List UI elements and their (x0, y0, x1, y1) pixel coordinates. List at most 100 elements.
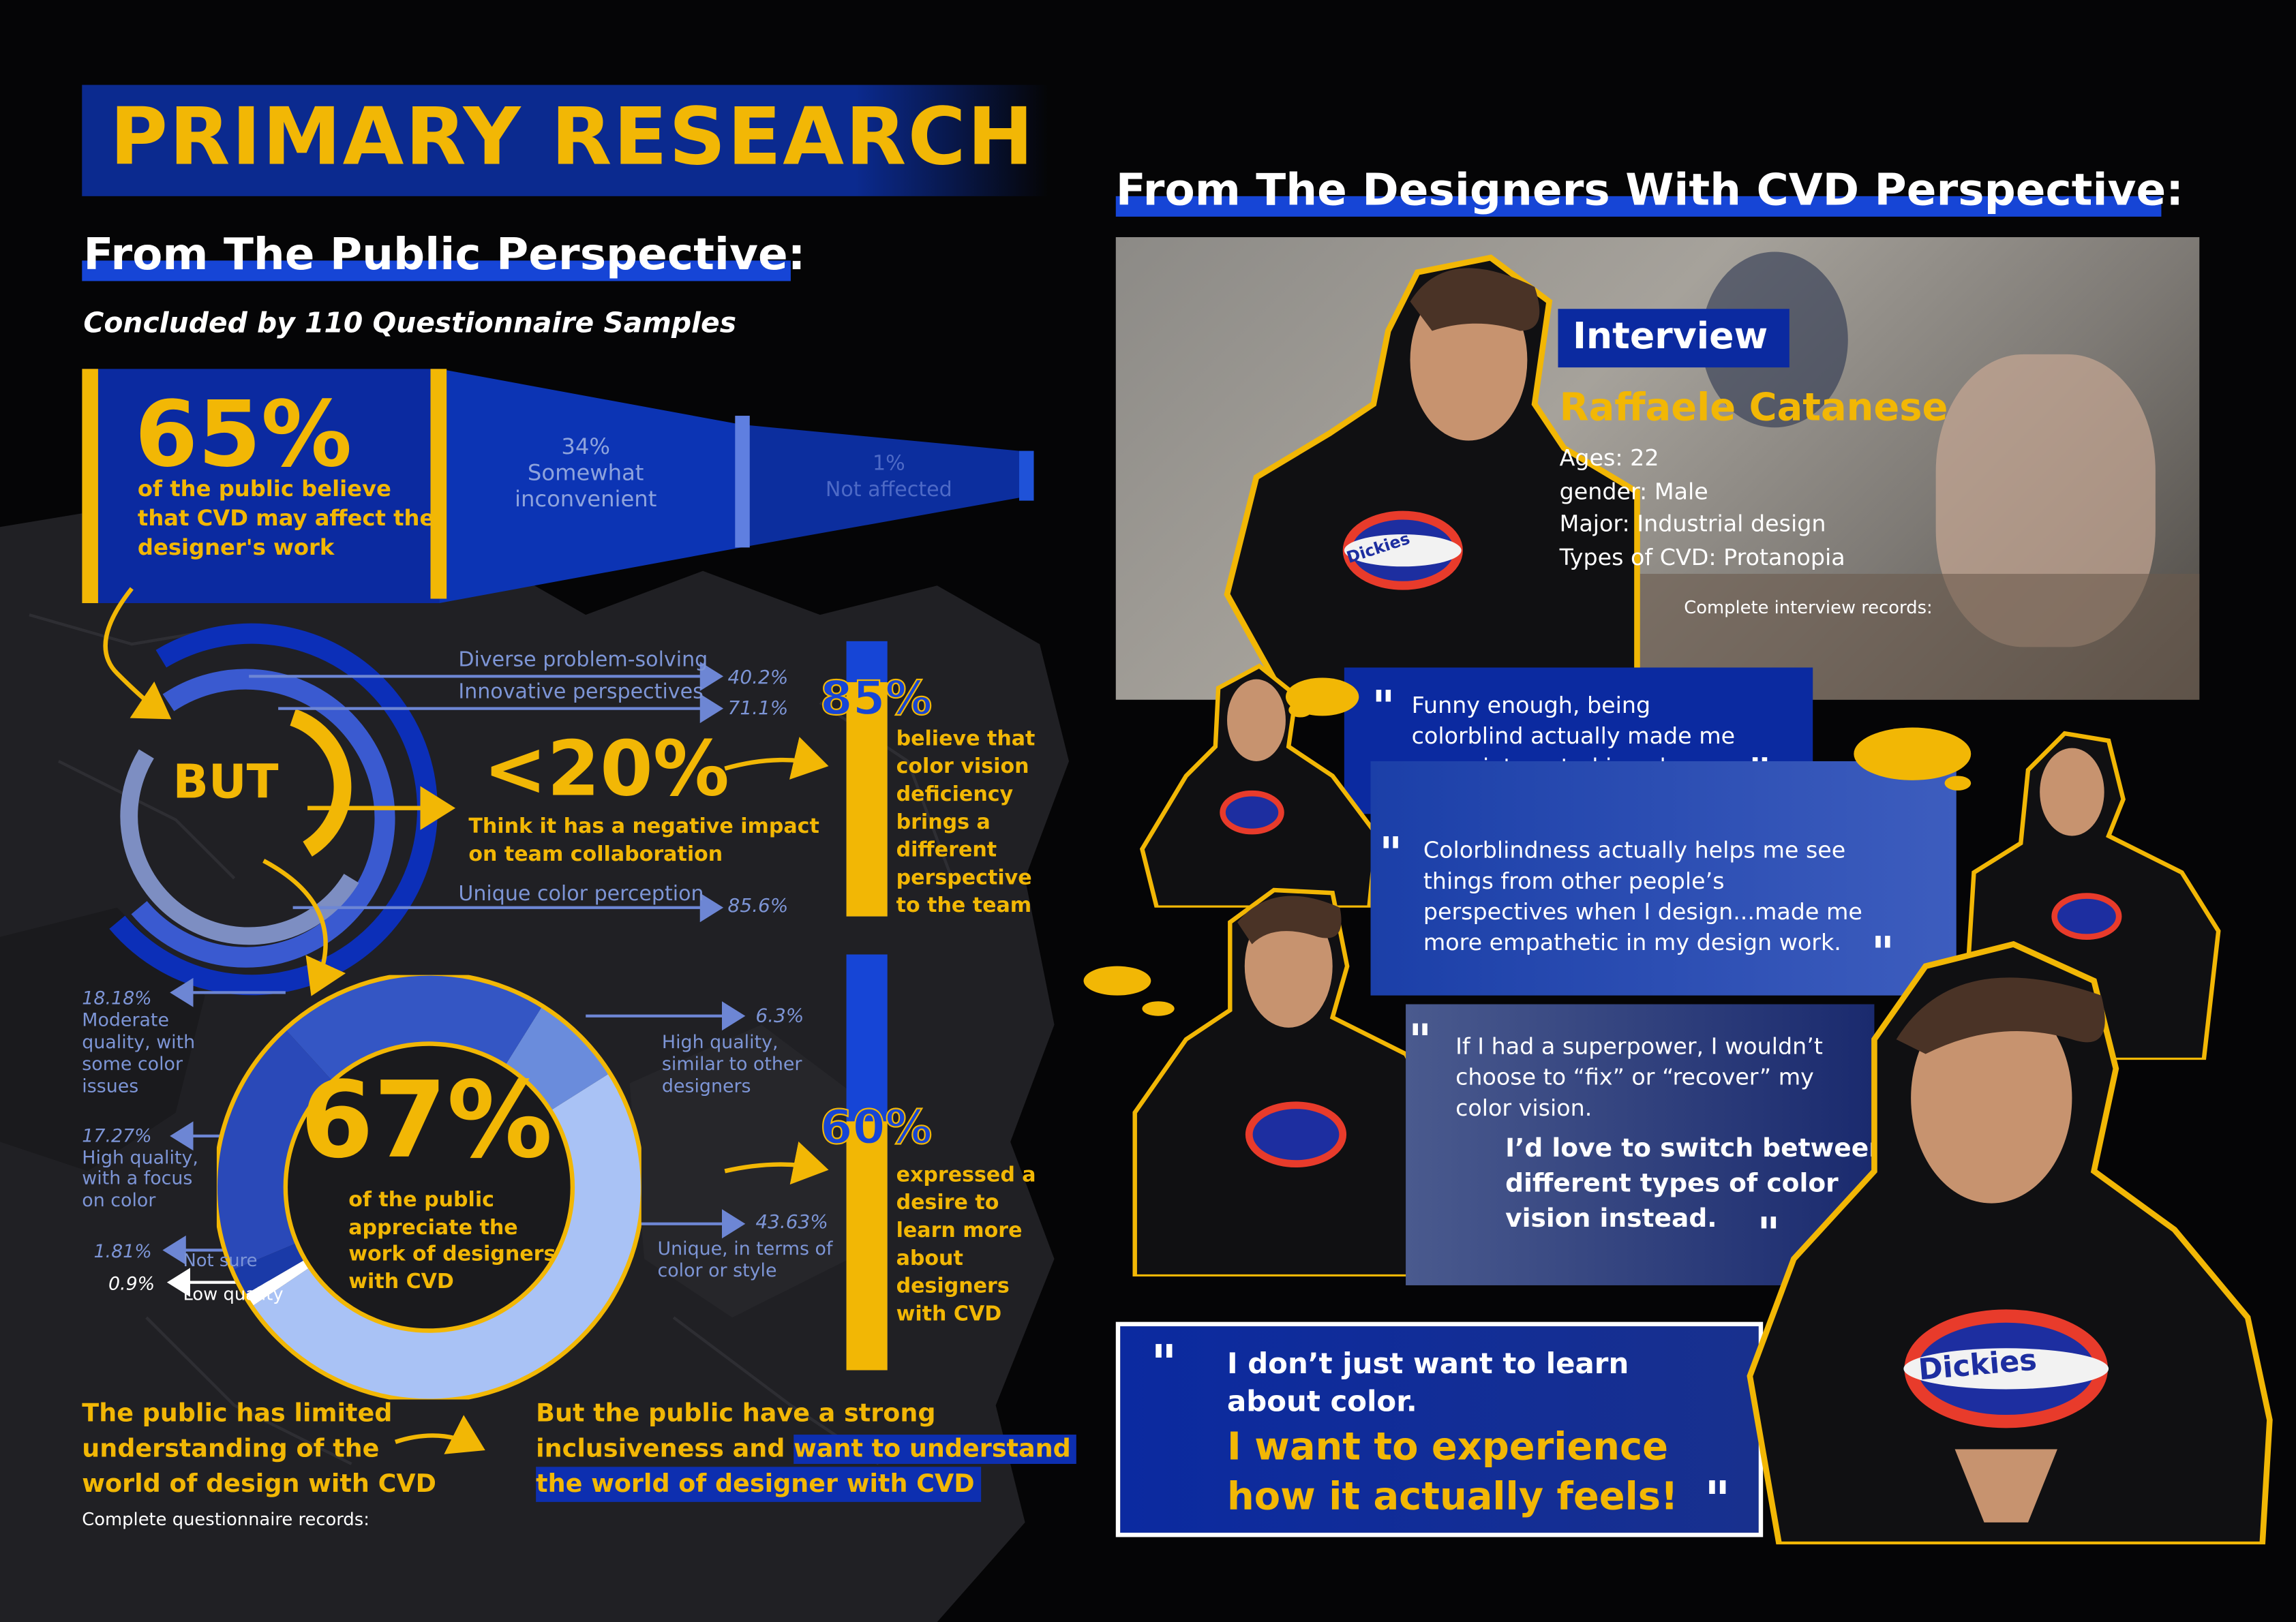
thought-bubble-dot (1288, 703, 1312, 718)
lt20-pct: <20% (483, 726, 729, 814)
close-quote-icon: " (1704, 1471, 1731, 1530)
heading-underline (82, 260, 791, 281)
conclusion-right: But the public have a strong inclusivene… (536, 1396, 1077, 1502)
donut-slice (286, 975, 542, 1081)
public-bar85-line: different (896, 838, 997, 863)
donut-pct: 67% (300, 1058, 553, 1182)
public-bar60-line: expressed a (896, 1163, 1036, 1188)
bar85-desc: believe that color vision deficiency brings… (896, 726, 1036, 921)
funnel-divider-end (735, 416, 750, 548)
quote4-emphasis: I want to experience how it actually fee… (1227, 1426, 1678, 1520)
ring-yellow-arc (290, 709, 352, 857)
donut-slice (245, 1259, 309, 1306)
donut-desc: of the public appreciate the work of des… (348, 1189, 556, 1294)
legend-low-label: Low quality (183, 1283, 284, 1304)
donut-slice (216, 1030, 332, 1270)
public-bar85-line: to the team (896, 894, 1032, 918)
public-bar60-line: about (896, 1247, 963, 1271)
ring-inner (120, 749, 359, 945)
bar85-fill (846, 682, 888, 917)
donut-chart (216, 975, 641, 1400)
innovative-label: Innovative perspectives (458, 680, 704, 705)
thought-bubble-dot (1944, 776, 1972, 791)
interviewee-photo-middle (1132, 887, 1479, 1277)
bar60-fill (846, 1120, 888, 1371)
public-bar85-line: believe that (896, 727, 1036, 751)
arrow-conclusion (394, 1415, 485, 1454)
questionnaire-records-label: Complete questionnaire records: (82, 1509, 369, 1530)
quote4-text: I don’t just want to learn about color. (1227, 1347, 1629, 1419)
bar60-pct: 60% (819, 1099, 933, 1156)
legend-moderate: 18.18% Moderate quality, with some color… (82, 986, 196, 1097)
legend-not-sure-label: Not sure (183, 1250, 258, 1271)
donut-inner-ring (283, 1041, 575, 1333)
ring-outer (109, 623, 438, 996)
interview-records-label: Complete interview records: (1684, 597, 1933, 618)
public-bar85-line: perspective (896, 866, 1032, 890)
designers-heading-underline (1115, 196, 2162, 217)
thought-bubble (1854, 727, 1972, 780)
innovative-pct: 71.1% (727, 698, 789, 720)
title-band (82, 85, 1048, 196)
quote2-box (1370, 761, 1957, 996)
thought-bubble-dot (1142, 1001, 1175, 1016)
diverse-pct: 40.2% (727, 667, 789, 690)
funnel-divider-left (82, 369, 98, 603)
bar60-desc: expressed a desire to learn more about desig… (896, 1163, 1036, 1330)
public-bar85-line: brings a (896, 810, 991, 835)
open-quote-icon: " (1372, 682, 1395, 734)
conclusion-left: The public has limited understanding of … (82, 1399, 436, 1499)
quote3-box (1406, 1004, 1875, 1285)
close-quote-icon: " (1757, 1209, 1781, 1261)
public-bar85-line: deficiency (896, 783, 1014, 807)
open-quote-icon: " (1379, 828, 1403, 880)
legend-high-similar: High quality, similar to other designers (661, 1030, 802, 1097)
thought-bubble (1083, 966, 1151, 996)
quote2-text: Colorblindness actually helps me see thi… (1423, 837, 1862, 956)
legend-high-similar-pct: 6.3% (755, 1005, 804, 1028)
funnel-main-pct: 65% (134, 380, 352, 488)
interview-tag: Interview (1558, 309, 1789, 368)
arrow-funnel-to-but (103, 587, 172, 720)
unique-perception-pct: 85.6% (727, 896, 789, 918)
donut-slice (253, 1073, 641, 1400)
legend-low-pct: 0.9% (108, 1272, 155, 1294)
lt20-desc: Think it has a negative impact on team c… (468, 815, 819, 867)
funnel-segment-not-affected (740, 424, 1020, 548)
arrow-but-to-donut (262, 859, 346, 996)
but-label: BUT (172, 754, 279, 810)
connector-graphics (103, 587, 829, 1454)
legend-high-focus: 17.27% High quality, with a focus on col… (82, 1124, 198, 1210)
bar60-track (846, 954, 888, 1371)
close-quote-icon: " (1871, 928, 1894, 980)
bar85-pct: 85% (819, 670, 933, 727)
donut-slice (233, 1242, 305, 1295)
ring-middle (131, 669, 395, 968)
public-bar60-line: learn more (896, 1219, 1023, 1243)
donut-slice (505, 1007, 609, 1111)
diverse-label: Diverse problem-solving (458, 648, 708, 672)
open-quote-icon: " (1151, 1334, 1177, 1394)
interviewee-photo-large (1747, 940, 2273, 1545)
public-heading: From The Public Perspective: (83, 230, 806, 281)
funnel-end-label: 1% Not affected (825, 452, 952, 502)
funnel-divider-mid (430, 369, 447, 599)
unique-perception-label: Unique color perception (458, 883, 704, 906)
public-bar60-line: desire to (896, 1191, 999, 1215)
arrow-donut-to-60 (724, 1141, 829, 1185)
legend-unique-style: Unique, in terms of color or style (657, 1237, 833, 1281)
public-bar60-line: with CVD (896, 1302, 1002, 1327)
page-title: PRIMARY RESEARCH (110, 91, 1036, 183)
quote3-text: If I had a superpower, I wouldn’t choose… (1455, 1033, 1823, 1122)
funnel-chart (82, 369, 1034, 603)
legend-unique-style-pct: 43.63% (755, 1212, 828, 1234)
funnel-mid-label: 34% Somewhat inconvenient (514, 433, 657, 512)
designers-heading: From The Designers With CVD Perspective: (1115, 165, 2184, 217)
funnel-segment-affect (82, 369, 440, 603)
bar85-track (846, 641, 888, 917)
arrow-lt20-to-85 (724, 737, 829, 780)
funnel-main-desc: of the public believe that CVD may affec… (137, 476, 435, 561)
interviewee-photo-main (1224, 254, 1640, 700)
funnel-tip (1019, 450, 1034, 501)
